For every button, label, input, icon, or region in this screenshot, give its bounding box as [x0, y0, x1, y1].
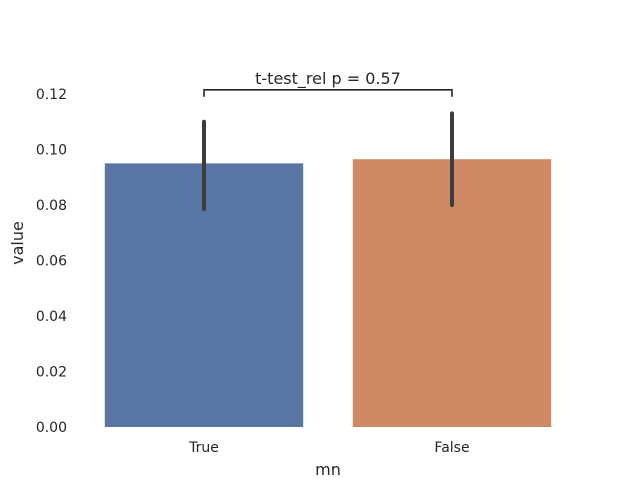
significance-annotation: t-test_rel p = 0.57 [203, 69, 453, 97]
y-tick-label: 0.02 [36, 365, 67, 381]
error-bars-layer [202, 111, 454, 212]
x-axis-label: mn [315, 460, 341, 479]
significance-label: t-test_rel p = 0.57 [255, 69, 401, 89]
x-axis-ticks: True False [188, 440, 469, 456]
y-axis-label: value [8, 221, 27, 265]
y-tick-label: 0.06 [36, 254, 67, 270]
x-tick-label: True [188, 440, 219, 456]
y-tick-label: 0.10 [36, 143, 67, 159]
y-tick-label: 0.12 [36, 87, 67, 103]
y-tick-label: 0.04 [36, 309, 67, 325]
bars-layer [104, 159, 552, 427]
significance-bracket [203, 89, 453, 97]
y-tick-label: 0.00 [36, 420, 67, 436]
y-axis-ticks: 0.00 0.02 0.04 0.06 0.08 0.10 0.12 [36, 87, 67, 436]
x-tick-label: False [434, 440, 469, 456]
y-tick-label: 0.08 [36, 198, 67, 214]
